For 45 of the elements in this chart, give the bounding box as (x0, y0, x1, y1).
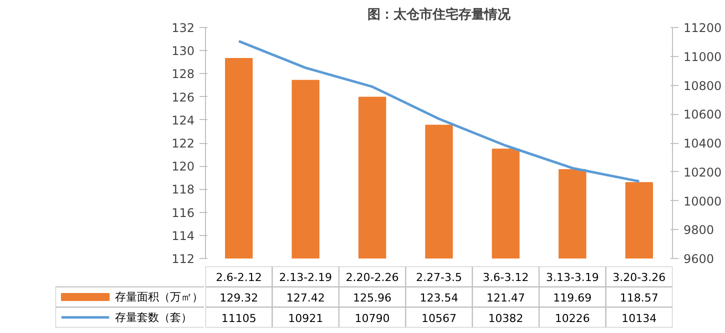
y-tick-label: 128 (172, 67, 194, 82)
data-label: 11105 (221, 312, 256, 325)
line-series (238, 40, 640, 183)
y-tick-label: 130 (172, 44, 194, 58)
y2-tick-label: 10800 (684, 78, 722, 93)
y2-tick-label: 10200 (684, 165, 722, 180)
data-label: 123.54 (420, 292, 458, 304)
x-tick-label: 2.20-2.26 (346, 271, 399, 284)
y-tick-label: 118 (172, 182, 194, 197)
y-tick-label: 112 (172, 252, 194, 266)
y-tick-label: 114 (172, 228, 194, 243)
data-label: 10134 (622, 312, 657, 325)
y2-tick-label: 10400 (684, 136, 722, 150)
data-label: 119.69 (553, 292, 592, 304)
y2-tick-label: 11000 (684, 50, 722, 64)
y-tick-label: 132 (172, 21, 194, 35)
chart-title: 图：太仓市住宅存量情况 (368, 6, 512, 22)
y-tick-label: 122 (172, 136, 194, 150)
y-tick-label: 126 (172, 90, 194, 104)
data-label: 10921 (288, 312, 324, 325)
data-label: 10226 (554, 312, 590, 325)
data-label: 10382 (488, 312, 524, 325)
x-tick-label: 3.20-3.26 (612, 271, 666, 284)
data-label: 129.32 (220, 292, 258, 304)
y2-tick-label: 9600 (684, 252, 714, 266)
legend-label: 存量面积（万㎡） (115, 290, 204, 304)
y-tick-label: 120 (172, 160, 194, 174)
y-tick-label: 124 (172, 113, 194, 128)
x-tick-label: 3.13-3.19 (546, 271, 599, 284)
y2-tick-label: 9800 (684, 223, 714, 238)
data-label: 10567 (422, 312, 457, 325)
x-tick-label: 2.13-2.19 (279, 271, 332, 284)
y2-tick-label: 10600 (684, 108, 722, 122)
data-label: 127.42 (286, 292, 325, 304)
x-tick-label: 2.27-3.5 (416, 271, 462, 284)
x-tick-label: 3.6-3.12 (482, 271, 529, 284)
data-label: 121.47 (486, 292, 525, 304)
y-tick-label: 116 (172, 206, 194, 220)
data-label: 10790 (354, 312, 390, 325)
y2-tick-label: 10000 (684, 194, 722, 208)
y2-tick-label: 11200 (684, 21, 722, 35)
legend-label: 存量套数（套） (115, 310, 192, 324)
x-tick-label: 2.6-2.12 (216, 271, 262, 284)
data-label: 125.96 (353, 292, 392, 304)
data-label: 118.57 (620, 292, 658, 304)
